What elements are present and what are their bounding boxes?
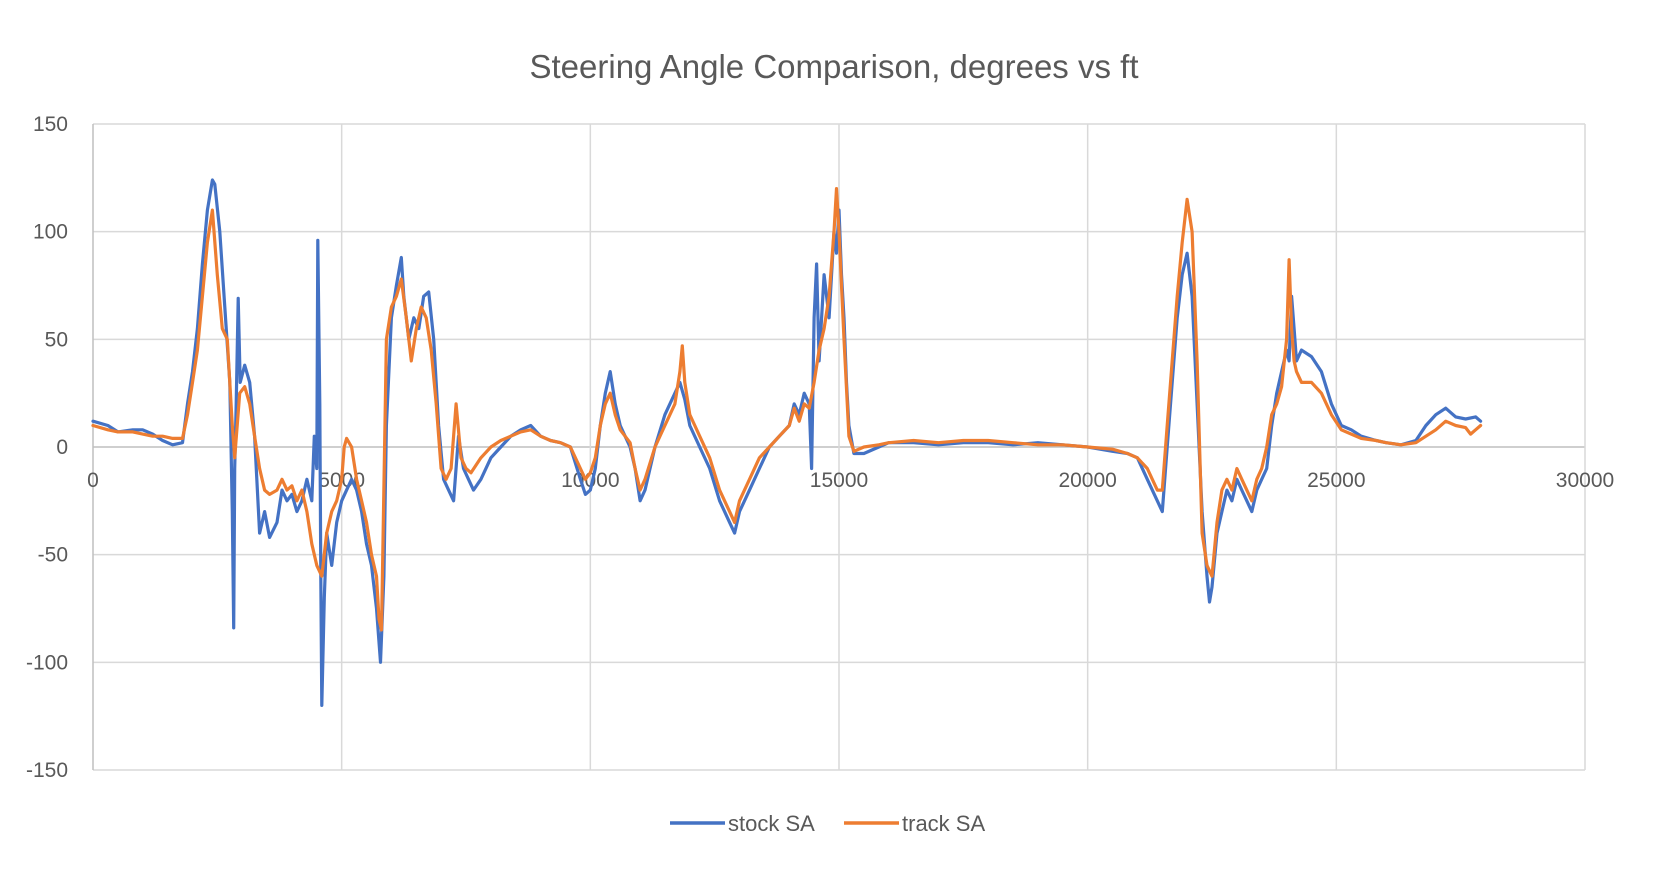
series-line-stock-sa xyxy=(91,178,1483,708)
x-tick-label: 30000 xyxy=(1556,469,1614,492)
y-tick-label: -100 xyxy=(26,651,68,674)
x-tick-label: 10000 xyxy=(561,469,619,492)
y-tick-label: 0 xyxy=(56,436,68,459)
y-tick-label: 100 xyxy=(33,221,68,244)
y-tick-label: -50 xyxy=(38,544,68,567)
legend: stock SA track SA xyxy=(670,811,985,836)
x-tick-label: 20000 xyxy=(1058,469,1116,492)
legend-item-track-sa: track SA xyxy=(844,811,985,836)
y-axis-tick-labels: 150 100 50 0 -50 -100 -150 xyxy=(26,113,68,782)
x-tick-label: 15000 xyxy=(810,469,868,492)
x-tick-label: 0 xyxy=(87,469,99,492)
y-tick-label: 150 xyxy=(33,113,68,136)
legend-label-stock-sa: stock SA xyxy=(728,811,815,836)
legend-label-track-sa: track SA xyxy=(902,811,985,836)
series-lines xyxy=(91,178,1483,708)
x-tick-label: 25000 xyxy=(1307,469,1365,492)
legend-item-stock-sa: stock SA xyxy=(670,811,815,836)
chart-title: Steering Angle Comparison, degrees vs ft xyxy=(529,48,1138,85)
series-line-track-sa xyxy=(91,187,1483,632)
y-tick-label: 50 xyxy=(45,328,68,351)
y-tick-label: -150 xyxy=(26,759,68,782)
x-axis-tick-labels: 0 5000 10000 15000 20000 25000 30000 xyxy=(87,469,1614,492)
